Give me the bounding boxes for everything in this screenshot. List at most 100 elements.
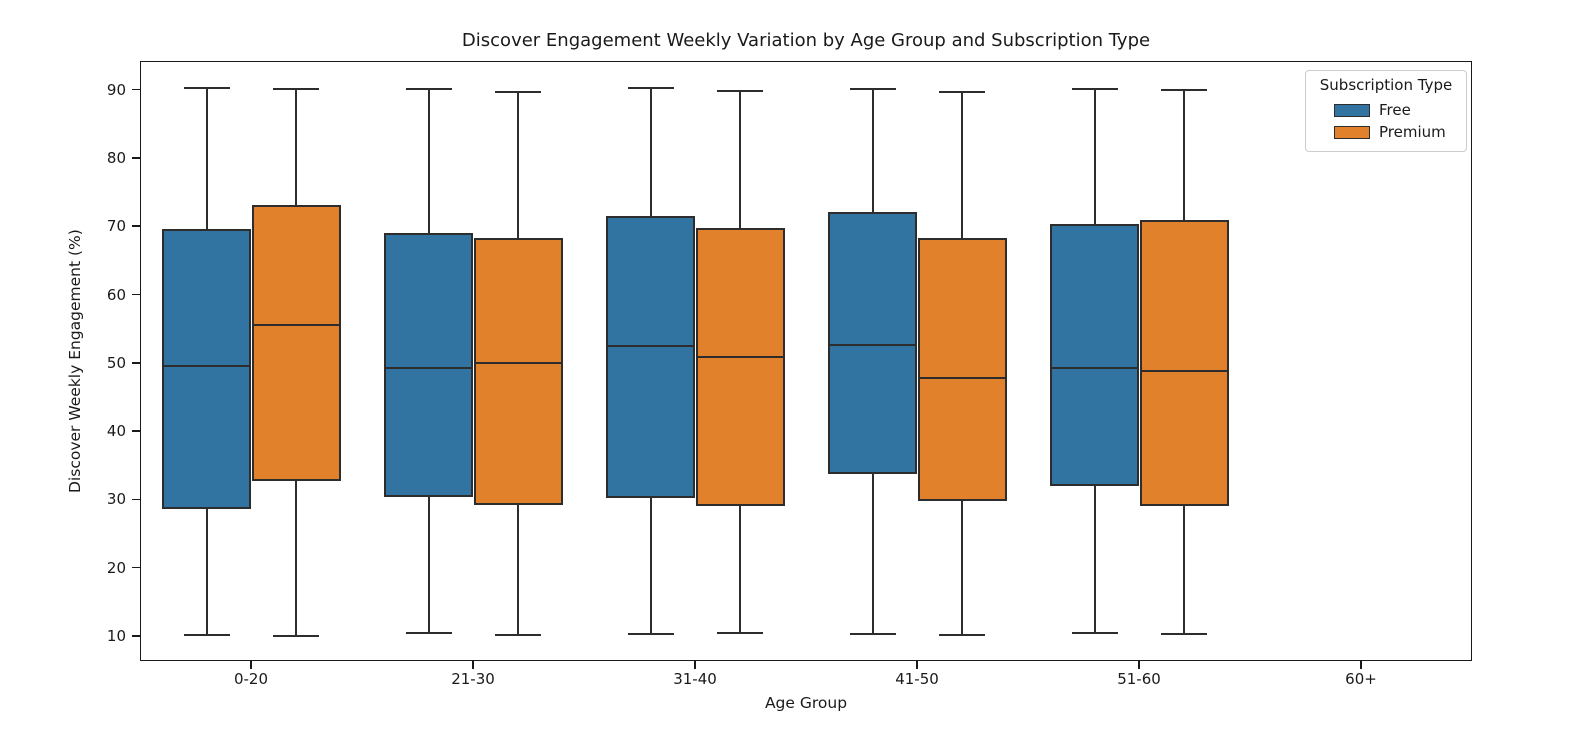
- y-tick-mark: [132, 157, 140, 159]
- y-tick-label: 50: [106, 353, 126, 372]
- whisker-lower-free-31-40: [649, 498, 652, 634]
- whisker-upper-premium-0-20: [294, 88, 297, 206]
- y-tick-mark: [132, 566, 140, 569]
- x-tick-mark: [1138, 661, 1140, 669]
- whisker-cap-low-premium-51-60: [1160, 632, 1207, 635]
- whisker-cap-low-free-0-20: [183, 634, 230, 637]
- y-axis-label: Discover Weekly Engagement (%): [66, 229, 84, 493]
- median-line-free-41-50: [829, 344, 915, 347]
- x-tick-mark: [250, 661, 252, 669]
- y-tick-mark: [132, 498, 140, 501]
- x-tick-mark: [694, 661, 696, 669]
- median-line-free-51-60: [1051, 367, 1137, 370]
- box-free-31-40: [605, 215, 695, 499]
- y-tick-label: 70: [106, 217, 126, 236]
- box-premium-31-40: [695, 228, 785, 506]
- whisker-upper-premium-21-30: [516, 92, 519, 238]
- legend-item-free: Free: [1314, 99, 1458, 121]
- whisker-upper-free-21-30: [427, 88, 430, 234]
- whisker-cap-high-premium-21-30: [494, 91, 541, 94]
- whisker-lower-premium-41-50: [960, 500, 963, 635]
- whisker-lower-premium-51-60: [1182, 505, 1185, 634]
- whisker-cap-high-free-31-40: [627, 87, 674, 90]
- free-swatch-icon: [1334, 103, 1370, 117]
- whisker-cap-low-free-51-60: [1071, 632, 1118, 635]
- y-tick-label: 20: [106, 558, 126, 577]
- box-free-41-50: [827, 211, 917, 475]
- y-tick-mark: [132, 430, 140, 432]
- whisker-upper-free-0-20: [205, 88, 208, 229]
- y-tick-mark: [132, 88, 140, 91]
- whisker-lower-free-51-60: [1093, 485, 1096, 634]
- box-free-0-20: [161, 228, 251, 509]
- whisker-upper-premium-51-60: [1182, 90, 1185, 221]
- y-tick-label: 90: [106, 80, 126, 99]
- whisker-cap-high-free-41-50: [849, 87, 896, 90]
- chart-title: Discover Engagement Weekly Variation by …: [461, 30, 1151, 51]
- y-tick-mark: [132, 362, 140, 364]
- y-tick-label: 80: [106, 148, 126, 167]
- whisker-cap-low-premium-21-30: [494, 634, 541, 637]
- whisker-lower-premium-31-40: [738, 505, 741, 634]
- whisker-lower-premium-21-30: [516, 504, 519, 636]
- y-tick-label: 60: [106, 285, 126, 304]
- whisker-cap-high-free-51-60: [1071, 87, 1118, 90]
- whisker-cap-low-premium-41-50: [938, 633, 985, 636]
- median-line-premium-21-30: [475, 362, 561, 365]
- legend-label-premium: Premium: [1379, 123, 1446, 141]
- median-line-premium-41-50: [919, 376, 1005, 379]
- median-line-premium-31-40: [697, 356, 783, 359]
- box-premium-21-30: [473, 237, 563, 505]
- y-tick-label: 40: [106, 422, 126, 441]
- whisker-cap-high-premium-51-60: [1160, 89, 1207, 92]
- x-tick-label: 21-30: [451, 670, 495, 688]
- x-tick-mark: [472, 661, 474, 669]
- whisker-cap-high-premium-0-20: [272, 87, 319, 90]
- premium-swatch-icon: [1334, 125, 1370, 139]
- whisker-lower-free-41-50: [871, 474, 874, 634]
- box-free-21-30: [383, 233, 473, 497]
- y-tick-mark: [132, 635, 140, 637]
- y-tick-label: 10: [106, 627, 126, 645]
- x-tick-label: 60+: [1345, 670, 1377, 688]
- whisker-cap-low-premium-0-20: [272, 635, 319, 637]
- whisker-upper-free-51-60: [1093, 88, 1096, 225]
- whisker-cap-high-premium-31-40: [716, 89, 763, 92]
- x-tick-label: 0-20: [233, 670, 269, 688]
- whisker-upper-premium-31-40: [738, 90, 741, 229]
- legend-title: Subscription Type: [1319, 76, 1453, 94]
- whisker-cap-low-premium-31-40: [716, 632, 763, 635]
- whisker-upper-free-41-50: [871, 88, 874, 212]
- x-tick-label: 31-40: [673, 670, 717, 688]
- legend-label-free: Free: [1379, 101, 1411, 119]
- y-tick-mark: [132, 293, 140, 296]
- plot-area: [140, 61, 1472, 661]
- legend: Subscription Type Free Premium: [1305, 70, 1467, 152]
- whisker-upper-free-31-40: [649, 88, 652, 216]
- whisker-cap-high-free-0-20: [183, 87, 230, 90]
- whisker-lower-premium-0-20: [294, 480, 297, 636]
- median-line-free-21-30: [385, 366, 471, 369]
- x-tick-mark: [1360, 661, 1362, 669]
- y-tick-label: 30: [106, 490, 126, 509]
- whisker-cap-low-free-31-40: [627, 632, 674, 635]
- box-premium-0-20: [251, 205, 341, 481]
- x-axis-label: Age Group: [764, 694, 848, 712]
- x-tick-label: 41-50: [895, 670, 939, 688]
- whisker-lower-free-0-20: [205, 508, 208, 636]
- x-tick-label: 51-60: [1117, 670, 1161, 688]
- median-line-free-31-40: [607, 345, 693, 348]
- y-tick-mark: [132, 225, 140, 227]
- whisker-cap-low-free-41-50: [849, 632, 896, 635]
- whisker-cap-low-free-21-30: [405, 632, 452, 635]
- box-free-51-60: [1049, 224, 1139, 486]
- median-line-free-0-20: [163, 364, 249, 367]
- whisker-lower-free-21-30: [427, 496, 430, 634]
- whisker-upper-premium-41-50: [960, 91, 963, 239]
- x-tick-mark: [916, 661, 918, 669]
- median-line-premium-0-20: [253, 323, 339, 326]
- median-line-premium-51-60: [1141, 369, 1227, 372]
- whisker-cap-high-free-21-30: [405, 87, 452, 90]
- box-premium-51-60: [1139, 220, 1229, 506]
